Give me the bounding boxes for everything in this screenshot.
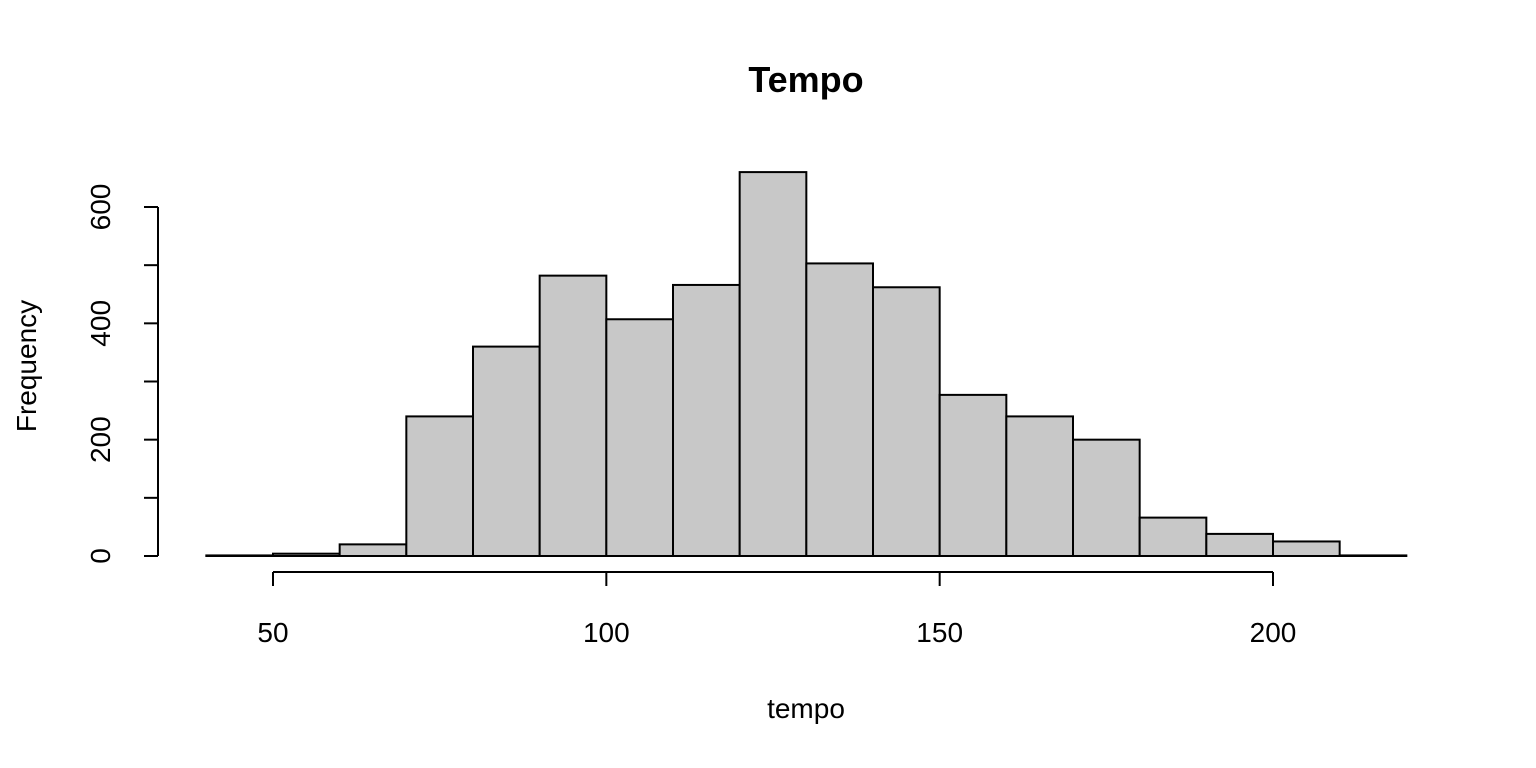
histogram-bar — [805, 262, 874, 557]
y-axis: 0 200 400 600 — [85, 184, 159, 564]
histogram-bar — [538, 274, 608, 557]
histogram-bar — [1005, 415, 1074, 557]
histogram-bar — [205, 554, 274, 558]
histogram-bar — [672, 283, 741, 557]
x-tick-label: 100 — [583, 617, 630, 648]
y-tick-label: 200 — [85, 416, 116, 463]
histogram-bar — [872, 286, 941, 557]
histogram-bar — [272, 552, 341, 558]
x-axis: 50 100 150 200 — [257, 571, 1297, 648]
histogram-bar — [1138, 516, 1208, 557]
y-axis-label: Frequency — [11, 300, 42, 432]
histogram-bar — [1338, 554, 1408, 558]
bars-group — [205, 171, 1408, 558]
x-tick-label: 50 — [257, 617, 288, 648]
chart-title: Tempo — [748, 59, 863, 100]
x-axis-label: tempo — [767, 693, 845, 724]
y-tick-label: 0 — [85, 548, 116, 564]
histogram-bar — [405, 415, 475, 557]
y-tick-label: 400 — [85, 300, 116, 347]
x-tick-label: 150 — [916, 617, 963, 648]
histogram-bar — [472, 345, 541, 557]
histogram-bar — [1205, 532, 1275, 557]
histogram-bar — [1272, 540, 1341, 557]
histogram-bar — [938, 393, 1008, 557]
histogram-bar — [1072, 438, 1141, 557]
histogram-bar — [605, 318, 674, 557]
y-tick-label: 600 — [85, 184, 116, 231]
histogram-bar — [338, 543, 408, 557]
histogram-bar — [738, 171, 808, 557]
x-tick-label: 200 — [1250, 617, 1297, 648]
